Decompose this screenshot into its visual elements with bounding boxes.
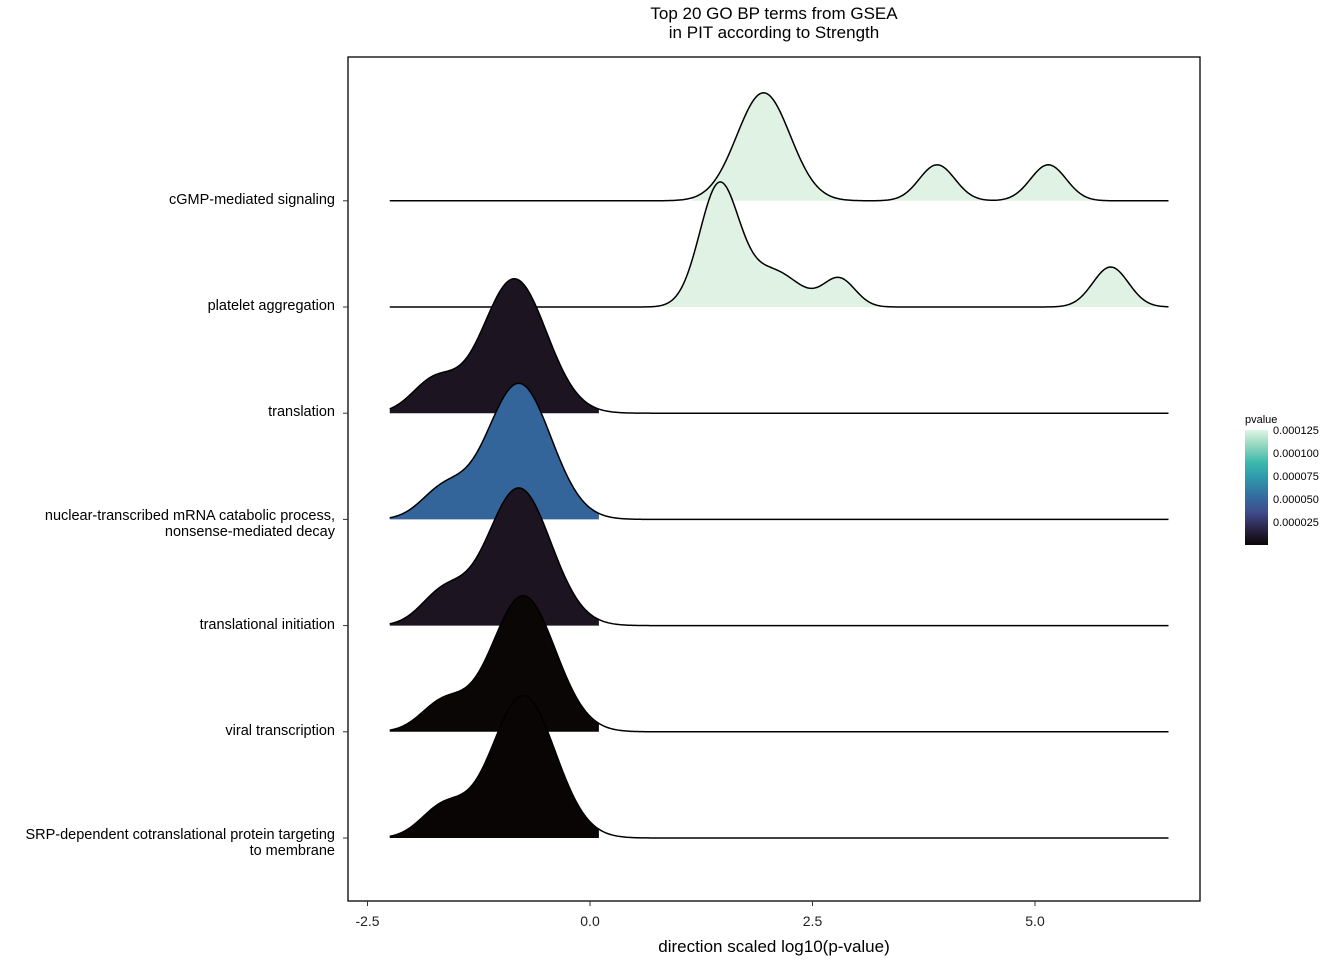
x-tick-label: -2.5 xyxy=(355,913,380,929)
y-axis-label-line: nuclear-transcribed mRNA catabolic proce… xyxy=(44,508,335,525)
y-axis-label: translational initiation xyxy=(200,617,335,633)
y-axis-label-line: SRP-dependent cotranslational protein ta… xyxy=(25,827,335,843)
legend-label: 0.000025 xyxy=(1273,516,1319,529)
y-axis-label-line: to membrane xyxy=(249,843,335,859)
legend-label: 0.000125 xyxy=(1273,424,1319,437)
y-axis-label-line: translational initiation xyxy=(199,616,335,633)
plot-panel xyxy=(347,56,1201,902)
ridge-3 xyxy=(389,382,1169,521)
y-axis-label-line: platelet aggregation xyxy=(207,298,335,314)
ridge-fill-6 xyxy=(692,92,1098,201)
y-axis-label: nuclear-transcribed mRNA catabolic proce… xyxy=(45,508,335,540)
ridge-line-4 xyxy=(389,278,1169,414)
ridge-line-2 xyxy=(389,487,1169,627)
legend-title: pvalue xyxy=(1245,414,1278,426)
ridge-6 xyxy=(389,92,1169,202)
ridge-2 xyxy=(389,487,1169,627)
ridge-1 xyxy=(389,595,1169,733)
legend-colorbar xyxy=(1245,430,1268,545)
ridge-fill-3 xyxy=(389,383,599,520)
chart-title-line2: in PIT according to Strength xyxy=(668,23,880,42)
x-axis-title: direction scaled log10(p-value) xyxy=(658,937,890,956)
ridge-4 xyxy=(389,278,1169,414)
ridge-line-3 xyxy=(389,382,1169,521)
x-tick-label: 0.0 xyxy=(580,913,600,929)
ridge-fill-5 xyxy=(656,181,1169,307)
y-axis-label-line: translation xyxy=(268,404,335,421)
chart-title-line1: Top 20 GO BP terms from GSEA xyxy=(650,4,898,23)
ridge-line-1 xyxy=(389,595,1169,733)
y-axis-label-line: cGMP-mediated signaling xyxy=(168,191,335,208)
x-tick-label: 2.5 xyxy=(802,913,823,929)
legend-label: 0.000075 xyxy=(1273,470,1319,483)
ridge-line-0 xyxy=(389,694,1169,839)
legend-label: 0.000050 xyxy=(1273,493,1319,506)
y-axis-label: translation xyxy=(268,404,335,420)
ridge-0 xyxy=(389,694,1169,839)
ridge-line-6 xyxy=(389,92,1169,202)
legend-label: 0.000100 xyxy=(1273,447,1319,460)
y-axis-label: platelet aggregation xyxy=(208,298,335,314)
ridge-fill-2 xyxy=(389,487,599,626)
x-tick-label: 5.0 xyxy=(1025,913,1045,929)
ridge-fill-4 xyxy=(389,278,599,414)
y-axis-label: cGMP-mediated signaling xyxy=(169,192,335,208)
y-axis-label-line: viral transcription xyxy=(225,722,335,739)
y-axis-label: SRP-dependent cotranslational protein ta… xyxy=(25,827,335,859)
y-axis-label-line: nonsense-mediated decay xyxy=(164,524,335,541)
y-axis-label: viral transcription xyxy=(225,723,335,739)
